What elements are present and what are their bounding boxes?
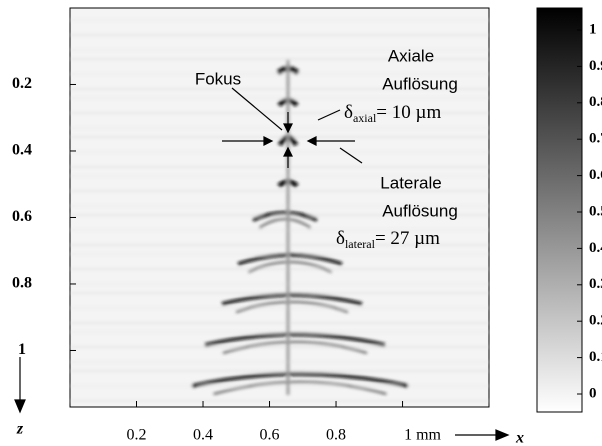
x-tick-label: 0.4 [193, 427, 213, 444]
echo-arc [252, 210, 318, 222]
y-tick-label: 1 [18, 341, 26, 358]
echo-arc [247, 261, 333, 273]
colorbar-tick-label: 0.2 [589, 313, 602, 329]
lateral-label: Laterale [380, 173, 441, 192]
echo-arc [213, 381, 387, 395]
delta: δ [344, 102, 353, 123]
echo-arc [222, 341, 368, 354]
x-tick-label: 0.6 [260, 427, 280, 444]
echo-arc [235, 301, 349, 313]
axial-label: Axiale [388, 46, 434, 65]
colorbar-tick-label: 1 [589, 21, 597, 37]
x-tick-label: 0.8 [326, 427, 346, 444]
x-axis-label: x [515, 430, 524, 446]
echo-arc [191, 372, 409, 388]
focus-label: Fokus [195, 69, 241, 88]
value: = 27 µm [375, 228, 440, 249]
y-tick-label: 0.4 [12, 142, 32, 159]
axial-resolution: δaxial= 10 µm [344, 102, 441, 124]
colorbar-tick-label: 0.5 [589, 203, 602, 219]
colorbar-tick-label: 0.6 [589, 167, 602, 183]
subscript: lateral [345, 237, 376, 251]
value: = 10 µm [376, 102, 441, 123]
echo-arc [204, 332, 386, 347]
y-tick-label: 0.6 [12, 208, 32, 225]
lateral-resolution: δlateral= 27 µm [336, 228, 440, 250]
colorbar-tick-label: 0.4 [589, 240, 602, 256]
lateral-label: Auflösung [382, 201, 458, 220]
colorbar-tick-label: 0.8 [589, 94, 602, 110]
x-tick-label: 1 mm [404, 427, 441, 444]
colorbar [536, 7, 583, 413]
echo-arc [237, 253, 343, 266]
y-axis-label: z [16, 421, 24, 438]
echo-arc [258, 218, 312, 229]
scan-image [71, 19, 488, 402]
colorbar-tick-label: 0.3 [589, 276, 602, 292]
delta: δ [336, 228, 345, 249]
y-tick-label: 0.8 [12, 275, 32, 292]
colorbar-tick-label: 0.7 [589, 131, 602, 147]
echo-arc [221, 293, 363, 306]
colorbar-tick-label: 0.1 [589, 349, 602, 365]
subscript: axial [353, 111, 377, 125]
colorbar-tick-label: 0 [589, 385, 597, 401]
x-tick-label: 0.2 [127, 427, 147, 444]
axial-label: Auflösung [382, 74, 458, 93]
y-tick-label: 0.2 [12, 75, 32, 92]
colorbar-tick-label: 0.9 [589, 58, 602, 74]
annotation-arrows [14, 87, 510, 441]
